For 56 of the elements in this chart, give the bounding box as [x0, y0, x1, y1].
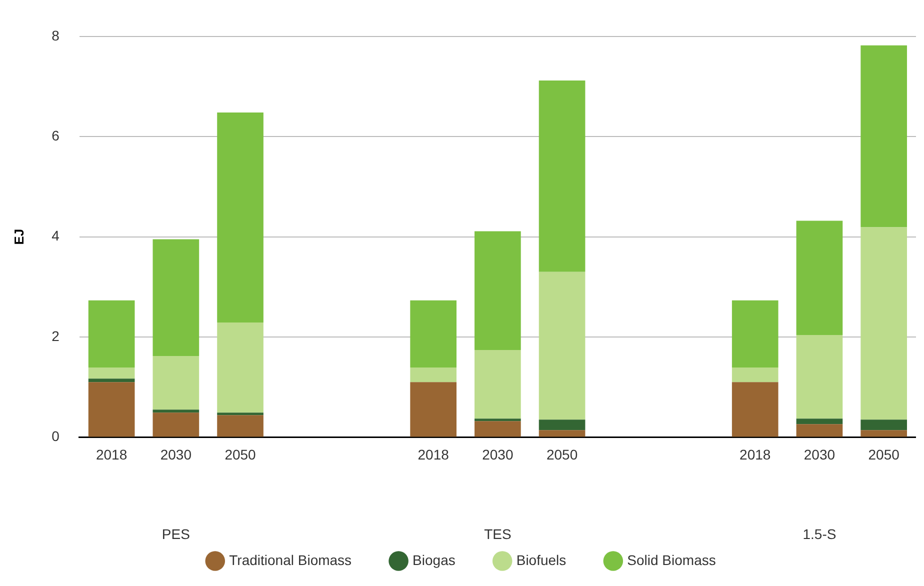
y-tick-label: 8: [52, 27, 60, 44]
bar: [860, 45, 907, 228]
bar: [538, 272, 586, 420]
legend-label: Biofuels: [516, 552, 566, 568]
y-tick-label: 0: [52, 428, 60, 444]
bar: [217, 415, 264, 437]
legend-label: Solid Biomass: [627, 552, 716, 568]
x-tick-label: 2018: [96, 446, 128, 462]
bar: [88, 382, 135, 437]
y-tick-label: 4: [52, 228, 60, 244]
bar: [152, 410, 200, 413]
bar: [474, 418, 521, 422]
bar: [538, 420, 586, 430]
text: 1.5-S: [802, 526, 836, 542]
bar: [474, 231, 521, 350]
bar: [538, 80, 586, 272]
bar: [860, 420, 907, 430]
bar: [796, 424, 843, 437]
bar: [796, 334, 843, 419]
bar: [88, 300, 135, 368]
bar: [474, 350, 521, 419]
bar: [217, 112, 264, 322]
bar: [410, 382, 457, 437]
bar: [474, 421, 521, 437]
bar: [538, 430, 586, 437]
bar: [410, 368, 457, 382]
bar: [217, 322, 264, 413]
bar: [796, 418, 843, 424]
bar: [860, 430, 907, 437]
x-tick-label: 2030: [482, 446, 514, 462]
legend-label: Biogas: [412, 552, 456, 568]
bar: [796, 220, 843, 335]
y-axis-title: EJ: [11, 228, 26, 245]
text: TES: [484, 526, 512, 542]
x-tick-label: 2050: [868, 446, 900, 462]
x-tick-label: 2050: [224, 446, 256, 462]
bar: [88, 378, 135, 382]
bar: [88, 368, 135, 379]
x-tick-label: 2030: [160, 446, 192, 462]
x-tick-label: 2030: [804, 446, 836, 462]
bar: [732, 300, 778, 368]
x-tick-label: 2018: [418, 446, 450, 462]
bar: [410, 300, 457, 368]
x-tick-label: 2018: [740, 446, 771, 462]
bar: [152, 356, 200, 410]
y-tick-label: 2: [52, 328, 60, 344]
text: PES: [162, 526, 190, 542]
y-tick-label: 6: [52, 127, 60, 144]
bar: [860, 227, 907, 420]
bar: [732, 382, 778, 437]
bar: [217, 412, 264, 416]
bar: [152, 239, 200, 356]
bar: [732, 368, 778, 382]
x-tick-label: 2050: [546, 446, 578, 462]
legend-label: Traditional Biomass: [229, 552, 352, 568]
bar: [152, 412, 200, 437]
